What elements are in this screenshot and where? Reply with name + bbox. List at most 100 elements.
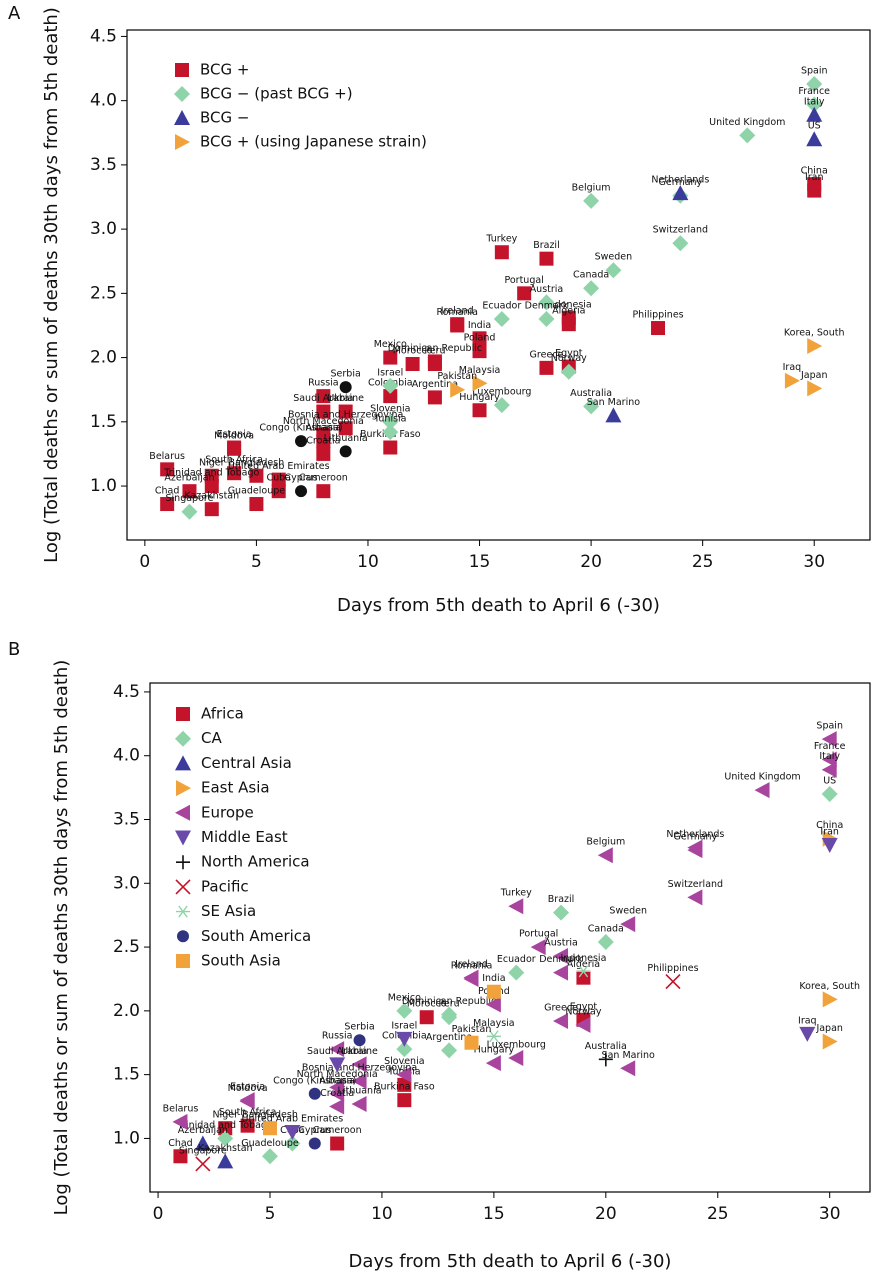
marker [176, 780, 191, 797]
point-label: Portugal [504, 275, 543, 286]
x-tick-label: 30 [803, 552, 825, 572]
legend-label: South Asia [201, 952, 281, 970]
marker [271, 472, 286, 487]
point-label: Belgium [586, 837, 625, 848]
y-tick-label: 1.0 [90, 476, 117, 496]
marker [396, 1066, 412, 1083]
point-label: Cameroon [299, 473, 348, 484]
point-label: Bangladesh [242, 1110, 298, 1121]
legend-label: BCG + [200, 61, 249, 79]
x-tick-label: 25 [692, 552, 714, 572]
legend-label: Europe [201, 803, 254, 821]
point-label: Malaysia [459, 365, 501, 376]
marker [807, 380, 823, 397]
point-label: China [816, 820, 843, 831]
point-label: Moldova [228, 1083, 268, 1094]
legend-label: Central Asia [201, 754, 292, 772]
point-label: South Africa [219, 1107, 277, 1118]
x-tick-label: 0 [153, 1204, 164, 1224]
point-label: Germany [659, 177, 703, 188]
marker [575, 1016, 591, 1033]
marker [204, 502, 219, 517]
marker [754, 782, 770, 799]
point-label: Italy [804, 96, 825, 107]
point-label: Switzerland [668, 879, 723, 890]
x-tick-label: 10 [357, 552, 379, 572]
point-label: Morocco [407, 999, 447, 1010]
marker [351, 1095, 367, 1112]
point-label: Pakistan [452, 1024, 492, 1035]
legend-label: South America [201, 927, 311, 945]
point-label: Ukraine [327, 393, 364, 404]
y-tick-label: 1.5 [90, 412, 117, 432]
marker [553, 904, 570, 921]
marker [672, 235, 689, 252]
point-label: Argentina [412, 379, 458, 390]
point-label: Mexico [388, 992, 421, 1003]
point-label: Dominican Republic [402, 996, 496, 1007]
y-tick-label: 2.5 [113, 937, 140, 957]
point-label: Belarus [149, 451, 185, 462]
marker [271, 484, 286, 499]
y-tick-label: 1.5 [113, 1065, 140, 1085]
marker [405, 357, 420, 372]
marker [175, 63, 189, 77]
marker [396, 1002, 413, 1019]
point-label: Spain [801, 65, 828, 76]
point-label: San Marino [602, 1050, 655, 1061]
point-label: Belarus [163, 1103, 199, 1114]
marker [174, 86, 190, 102]
marker [508, 1050, 524, 1067]
y-tick-label: 4.0 [90, 91, 117, 111]
point-label: Indonesia [546, 299, 592, 310]
point-label: Cameroon [313, 1125, 362, 1136]
marker [486, 984, 501, 999]
point-label: Greece [544, 1003, 578, 1014]
marker [651, 321, 666, 336]
marker [665, 973, 681, 990]
point-label: Hungary [459, 392, 500, 403]
marker [807, 338, 823, 355]
point-label: Albania [319, 1075, 354, 1086]
marker [177, 930, 189, 943]
point-label: Kazakhstan [184, 491, 239, 502]
point-label: India [468, 320, 491, 331]
point-label: Pakistan [437, 371, 477, 382]
marker [176, 905, 190, 918]
point-label: South Africa [205, 455, 263, 466]
point-label: Australia [570, 388, 612, 399]
y-tick-label: 3.0 [113, 873, 140, 893]
point-label: US [823, 775, 836, 786]
point-label: France [814, 741, 846, 752]
x-tick-label: 10 [371, 1204, 393, 1224]
point-label: Algeria [552, 306, 585, 317]
plot-frame [126, 29, 871, 541]
point-label: Turkey [485, 234, 517, 245]
point-label: India [482, 973, 505, 984]
marker [485, 996, 501, 1013]
point-label: Algeria [567, 959, 600, 970]
marker [316, 434, 331, 449]
marker [494, 245, 509, 260]
legend-label: Africa [201, 705, 244, 723]
legend-label: Pacific [201, 877, 249, 895]
point-label: North Macedonia [283, 416, 364, 427]
marker [553, 964, 569, 981]
point-label: Argentina [426, 1032, 472, 1043]
point-label: North Macedonia [297, 1069, 378, 1080]
marker [176, 954, 190, 968]
marker [382, 377, 399, 394]
point-label: Ireland [455, 959, 488, 970]
marker [822, 1033, 838, 1050]
marker [672, 185, 689, 201]
marker [329, 1098, 345, 1115]
marker [175, 134, 190, 150]
marker [396, 1031, 413, 1047]
point-label: Netherlands [651, 175, 709, 186]
marker [560, 363, 577, 380]
y-tick-label: 3.0 [90, 219, 117, 239]
point-label: Singapore [179, 1145, 227, 1156]
point-label: Israel [377, 367, 403, 378]
legend-label: SE Asia [201, 902, 256, 920]
marker [218, 1121, 233, 1136]
